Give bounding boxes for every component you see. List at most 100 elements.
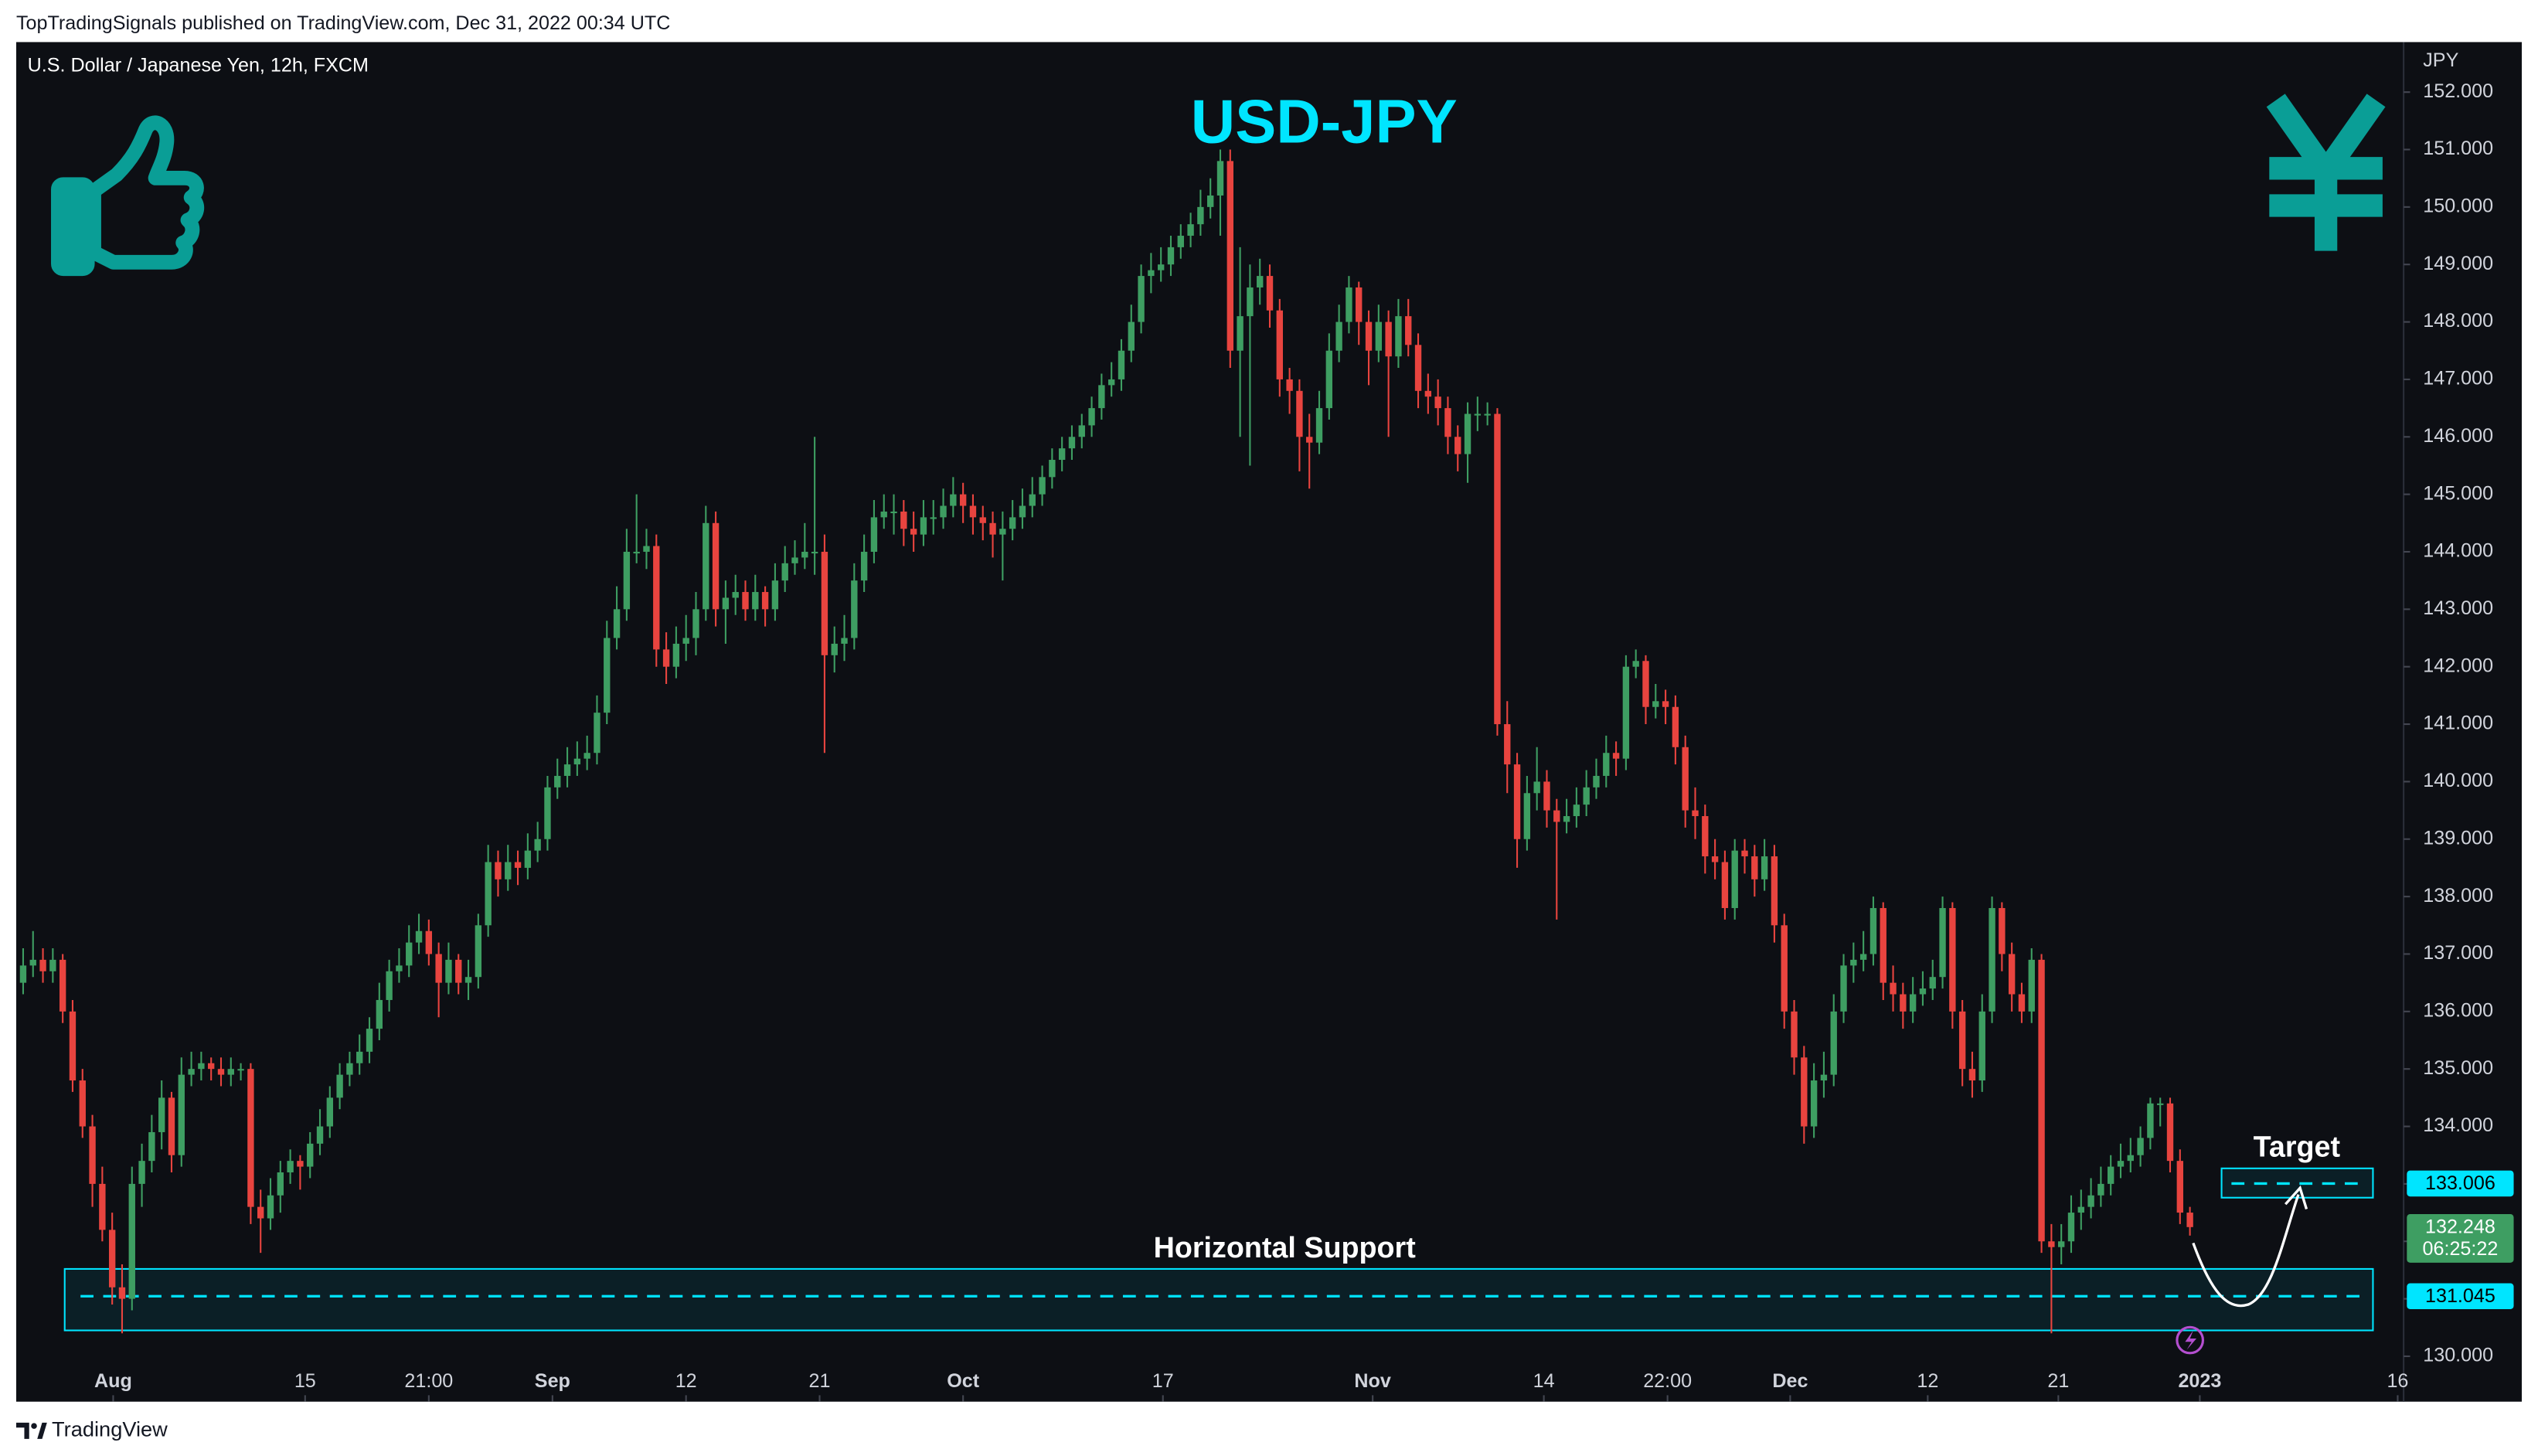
y-tick-label: 140.000 <box>2423 770 2493 791</box>
candle-body <box>2077 1206 2084 1213</box>
y-tick-label: 142.000 <box>2423 655 2493 676</box>
x-tick-label: 16 <box>2387 1370 2408 1392</box>
candle-body <box>1226 161 1233 351</box>
candle-body <box>1573 805 1580 817</box>
candle-body <box>366 1029 373 1052</box>
candle-body <box>959 494 967 506</box>
y-tick-label: 152.000 <box>2423 80 2493 102</box>
candle-body <box>1276 310 1284 379</box>
candle-body <box>613 609 621 638</box>
candle-body <box>1315 408 1323 443</box>
target-price-box <box>2407 1170 2514 1197</box>
y-tick-label: 141.000 <box>2423 713 2493 734</box>
candle-body <box>1662 701 1669 707</box>
candle-body <box>1365 321 1373 351</box>
candle-body <box>1909 994 1917 1012</box>
candle-body <box>1029 494 1036 506</box>
candle-body <box>1978 1011 1985 1081</box>
x-tick-label: Aug <box>94 1370 132 1392</box>
x-tick-label: 21:00 <box>404 1370 453 1392</box>
candle-body <box>563 764 571 776</box>
candle-body <box>1958 1011 1966 1070</box>
y-tick-label: 147.000 <box>2423 368 2493 390</box>
candle-body <box>534 839 541 851</box>
candle-body <box>1405 316 1412 345</box>
y-tick-label: 135.000 <box>2423 1057 2493 1079</box>
candle-body <box>1138 276 1145 322</box>
candle-body <box>1187 224 1194 236</box>
candle-body <box>1859 954 1867 960</box>
candle-body <box>425 930 433 954</box>
candle-body <box>1356 287 1363 322</box>
candle-body <box>79 1080 86 1127</box>
last-price-label: 132.248 <box>2425 1216 2495 1237</box>
candle-body <box>1642 661 1649 707</box>
candle-body <box>1672 706 1679 747</box>
candle-body <box>1286 379 1293 391</box>
candle-body <box>19 965 27 983</box>
candle-body <box>1543 781 1550 811</box>
candle-body <box>1820 1074 1828 1081</box>
candle-body <box>1098 385 1105 409</box>
target-annotation: Target <box>2254 1131 2341 1163</box>
candle-body <box>1929 977 1936 989</box>
candle-body <box>969 505 977 518</box>
candle-body <box>1593 775 1600 788</box>
x-tick-label: 12 <box>675 1370 697 1392</box>
candle-body <box>860 551 868 581</box>
candle-body <box>1741 850 1748 857</box>
candle-body <box>524 850 532 868</box>
candle-body <box>227 1069 234 1075</box>
candle-body <box>495 862 502 879</box>
candle-body <box>1039 477 1046 495</box>
candle-body <box>1346 287 1352 322</box>
candle-body <box>297 1161 304 1167</box>
candle-body <box>1148 270 1155 277</box>
candle-body <box>99 1183 106 1230</box>
y-tick-label: 148.000 <box>2423 310 2493 332</box>
candle-body <box>703 522 709 610</box>
candle-body <box>237 1069 244 1071</box>
x-tick-label: 14 <box>1533 1370 1555 1392</box>
candle-body <box>475 925 482 978</box>
candle-body <box>2127 1155 2134 1162</box>
candle-body <box>2067 1213 2075 1242</box>
y-tick-label: 138.000 <box>2423 885 2493 907</box>
candle-body <box>910 529 917 535</box>
candle-body <box>712 522 720 610</box>
candle-body <box>1434 396 1441 409</box>
y-tick-label: 151.000 <box>2423 138 2493 159</box>
candle-body <box>1612 753 1620 759</box>
candle-body <box>662 649 670 667</box>
candle-body <box>2117 1161 2125 1167</box>
candle-body <box>1375 321 1383 351</box>
candle-body <box>1167 247 1175 265</box>
candle-body <box>682 638 689 644</box>
candle-body <box>406 942 413 966</box>
support-zone <box>63 1267 2374 1332</box>
candle-body <box>801 551 808 558</box>
candle-body <box>1484 413 1491 416</box>
candle-body <box>1118 350 1125 379</box>
candle-body <box>464 977 472 983</box>
y-tick-label: 149.000 <box>2423 253 2493 274</box>
candle-body <box>1197 206 1204 225</box>
candle-body <box>2097 1183 2104 1196</box>
candle-body <box>118 1287 126 1299</box>
candle-body <box>594 713 600 754</box>
candle-body <box>396 965 403 971</box>
candle-body <box>940 505 947 518</box>
candle-body <box>1900 994 1907 1012</box>
candle-body <box>752 592 759 610</box>
event-badge <box>2176 1325 2205 1355</box>
candle-body <box>1107 379 1115 386</box>
target-price-label: 133.006 <box>2425 1172 2495 1194</box>
x-tick-label: Nov <box>1354 1370 1390 1392</box>
candle-body <box>247 1069 254 1207</box>
candle-body <box>1504 724 1511 765</box>
candle-body <box>672 643 680 667</box>
candle-body <box>2147 1103 2154 1138</box>
candle-body <box>900 511 907 529</box>
candle-body <box>1523 793 1531 839</box>
candle-body <box>841 638 848 644</box>
